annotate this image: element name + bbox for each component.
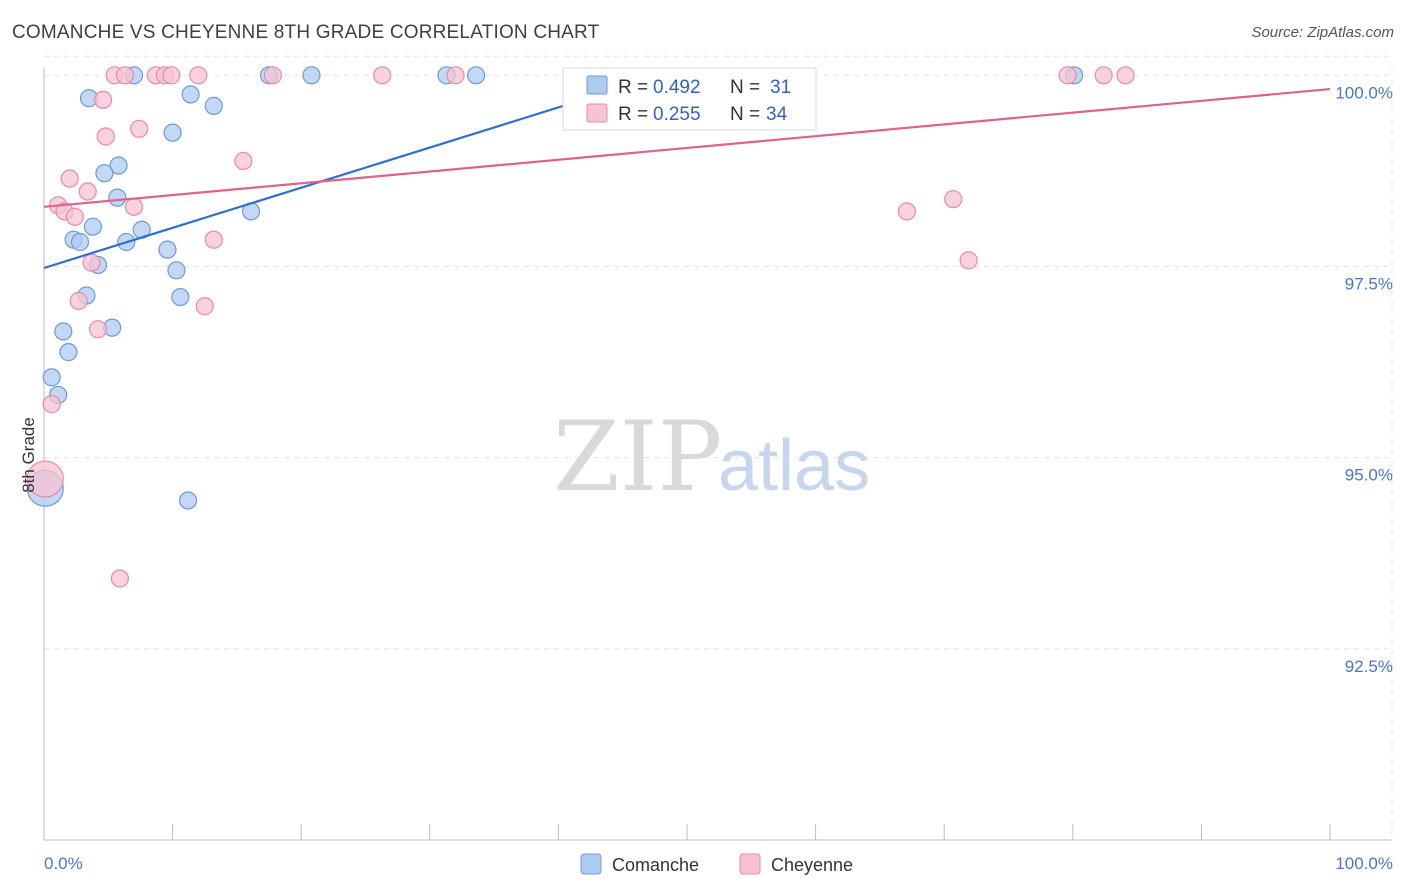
series-legend-cheyenne: Cheyenne xyxy=(771,855,853,875)
comanche-point xyxy=(302,66,321,85)
comanche-point xyxy=(466,66,486,85)
comanche-point xyxy=(83,217,102,236)
cheyenne-points xyxy=(26,66,1135,588)
comanche-point xyxy=(109,156,128,175)
comanche-point xyxy=(158,240,177,259)
cheyenne-point xyxy=(94,90,113,109)
comanche-point xyxy=(163,123,182,142)
comanche-point xyxy=(108,188,127,207)
legend-r-label: R = xyxy=(618,104,648,125)
legend-r-value: 0.255 xyxy=(653,104,701,125)
cheyenne-point xyxy=(88,320,108,339)
trend-lines xyxy=(43,74,1331,270)
y-tick-label: 100.0% xyxy=(1335,83,1393,102)
source-credit: Source: ZipAtlas.com xyxy=(1251,24,1394,41)
cheyenne-point xyxy=(65,207,84,226)
comanche-point xyxy=(171,287,190,307)
cheyenne-point xyxy=(1094,66,1113,85)
series-legend: Comanche Cheyenne xyxy=(580,853,853,875)
cheyenne-point xyxy=(1116,66,1135,85)
comanche-point xyxy=(204,96,223,115)
cheyenne-trend-line xyxy=(43,87,1331,208)
cheyenne-point xyxy=(897,202,917,221)
x-tick-label: 100.0% xyxy=(1335,854,1393,873)
y-tick-label: 97.5% xyxy=(1345,274,1393,293)
watermark: ZIP atlas xyxy=(553,401,870,513)
series-legend-comanche: Comanche xyxy=(612,855,699,875)
cheyenne-point xyxy=(234,151,253,171)
cheyenne-point xyxy=(96,127,115,146)
comanche-point xyxy=(70,232,90,252)
legend-n-value: 34 xyxy=(766,104,788,125)
cheyenne-point xyxy=(373,66,392,85)
comanche-point xyxy=(178,491,198,510)
legend-n-label: N = xyxy=(730,77,760,98)
cheyenne-point xyxy=(944,190,963,209)
legend-swatch-comanche xyxy=(586,75,608,95)
cheyenne-point xyxy=(263,66,283,85)
legend-n-label: N = xyxy=(730,104,760,125)
comanche-trend-line xyxy=(43,74,662,270)
y-tick-label: 95.0% xyxy=(1345,466,1393,485)
y-tick-labels: 92.5% 95.0% 97.5% 100.0% xyxy=(1335,83,1393,676)
comanche-point xyxy=(167,261,186,280)
comanche-point xyxy=(59,343,78,362)
cheyenne-point xyxy=(189,66,208,85)
axes xyxy=(43,68,1392,841)
y-tick-label: 92.5% xyxy=(1345,657,1393,676)
cheyenne-point xyxy=(60,169,79,188)
comanche-point xyxy=(54,322,73,341)
legend-r-label: R = xyxy=(618,77,648,98)
legend-box: R = 0.492 N = 31 R = 0.255 N = 34 xyxy=(562,67,817,131)
series-legend-swatch-comanche xyxy=(580,853,602,875)
watermark-zip: ZIP xyxy=(553,401,722,513)
cheyenne-point xyxy=(1058,66,1077,85)
watermark-atlas: atlas xyxy=(718,426,870,506)
x-tick-labels: 0.0% 100.0% xyxy=(44,854,1393,873)
cheyenne-point xyxy=(204,230,223,249)
cheyenne-point xyxy=(959,251,978,270)
cheyenne-point xyxy=(115,66,135,85)
cheyenne-point xyxy=(195,297,214,316)
cheyenne-point xyxy=(78,182,97,201)
cheyenne-point xyxy=(446,66,465,85)
cheyenne-point xyxy=(26,460,64,498)
cheyenne-point xyxy=(162,66,181,85)
legend-r-value: 0.492 xyxy=(653,77,701,98)
chart-title: COMANCHE VS CHEYENNE 8TH GRADE CORRELATI… xyxy=(12,22,600,43)
legend-swatch-cheyenne xyxy=(586,103,608,123)
cheyenne-point xyxy=(130,119,149,138)
legend-n-value: 31 xyxy=(770,77,791,98)
comanche-point xyxy=(181,85,200,104)
comanche-point xyxy=(95,164,114,183)
cheyenne-point xyxy=(69,291,88,310)
series-legend-swatch-cheyenne xyxy=(739,853,761,875)
y-axis-label: 8th Grade xyxy=(19,417,38,493)
comanche-point xyxy=(42,368,61,387)
cheyenne-point xyxy=(82,253,101,272)
cheyenne-point xyxy=(42,395,61,414)
x-tick-label: 0.0% xyxy=(44,854,83,873)
cheyenne-point xyxy=(110,569,129,588)
cheyenne-point xyxy=(124,197,144,216)
